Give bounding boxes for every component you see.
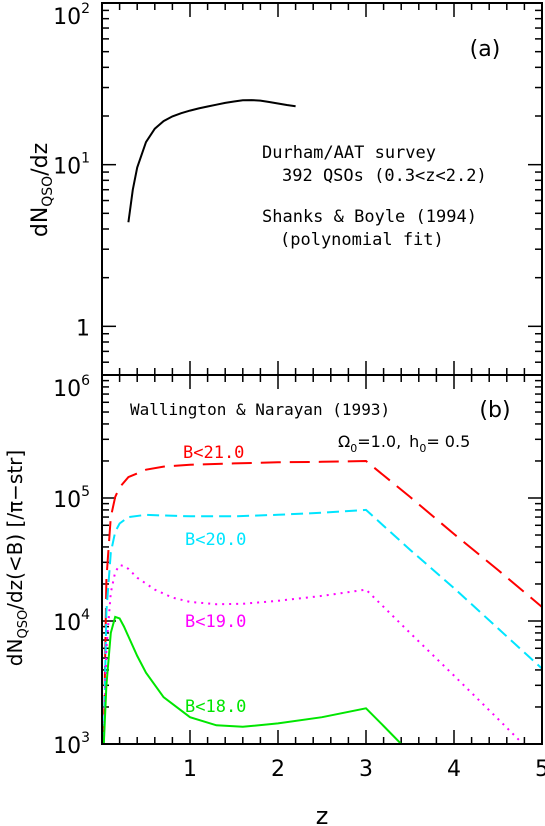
panel-a-ylabel: dNQSO/dz bbox=[28, 143, 56, 237]
panel-b-ytick-label: 103 bbox=[53, 730, 90, 759]
panel-b-ytick-label: 106 bbox=[53, 373, 90, 402]
panel-b-series-line bbox=[102, 615, 402, 744]
series-label: B<19.0 bbox=[185, 612, 246, 632]
reference-annotation: Shanks & Boyle (1994) bbox=[262, 207, 477, 227]
sample-annotation: 392 QSOs (0.3<z<2.2) bbox=[282, 166, 487, 186]
x-tick-label: 3 bbox=[359, 757, 373, 782]
panel-b-series-line bbox=[102, 459, 542, 744]
panel-a: 1 101 102 bbox=[53, 1, 543, 376]
survey-annotation: Durham/AAT survey bbox=[262, 143, 436, 163]
panel-b: 103 104 105 106 1 2 3 4 5 B<21.0 B<20.0 B<19.0 B<18.… bbox=[53, 373, 545, 782]
series-label: B<18.0 bbox=[185, 697, 246, 717]
panel-b-series-line bbox=[102, 508, 542, 744]
panel-a-ytick-label: 1 bbox=[76, 316, 90, 341]
x-tick-label: 1 bbox=[183, 757, 197, 782]
figure-frame bbox=[101, 2, 543, 745]
panel-a-ytick-label: 101 bbox=[53, 151, 90, 180]
panel-a-series-line bbox=[127, 99, 296, 223]
x-tick-label: 2 bbox=[271, 757, 285, 782]
panel-b-title: Wallington & Narayan (1993) bbox=[130, 400, 390, 419]
x-tick-label: 5 bbox=[535, 757, 545, 782]
fit-annotation: (polynomial fit) bbox=[280, 230, 444, 250]
cosmology-params: Ω0=1.0, h0= 0.5 bbox=[338, 432, 470, 455]
panel-a-ytick-label: 102 bbox=[53, 1, 90, 30]
panel-b-ytick-label: 104 bbox=[53, 607, 90, 636]
series-label: B<20.0 bbox=[185, 530, 246, 550]
panel-b-ytick-label: 105 bbox=[53, 484, 90, 513]
panel-b-tag: (b) bbox=[479, 398, 510, 423]
panel-b-series-line bbox=[102, 563, 525, 744]
x-tick-label: 4 bbox=[447, 757, 461, 782]
series-label: B<21.0 bbox=[183, 443, 244, 463]
panel-a-tag: (a) bbox=[470, 37, 501, 62]
panel-b-ylabel: dNQSO/dz(<B) [/π−str] bbox=[3, 450, 31, 666]
x-axis-label: z bbox=[316, 802, 329, 826]
